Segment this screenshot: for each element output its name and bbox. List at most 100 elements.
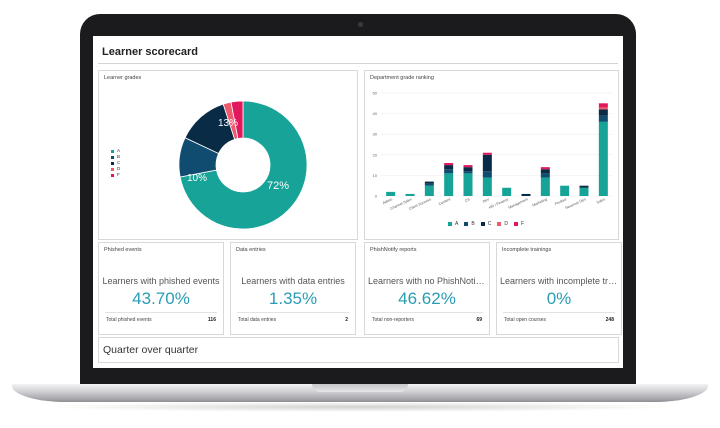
bar-segment-B[interactable] [540,173,550,178]
donut-slice-A[interactable] [179,100,308,230]
donut-slice-F[interactable] [230,100,244,139]
x-tick-label: Management [508,197,529,209]
page-title: Learner scorecard [102,46,198,58]
bar-segment-C[interactable] [482,154,492,172]
y-tick-label: 30 [373,132,378,137]
department-ranking-panel: Department grade ranking 0 10 20 30 40 50 Admi… [364,70,619,240]
bar-legend-item[interactable]: C [480,221,492,227]
x-tick-label: Product [554,197,567,206]
card-title: Phished events [104,247,142,253]
donut-data-label: 3% [256,99,262,104]
grade-legend-item[interactable]: D [111,166,120,172]
bar-segment-D[interactable] [598,107,608,110]
bar-segment-F[interactable] [444,163,454,166]
grade-legend-item[interactable]: F [111,172,120,178]
donut-data-label: 72% [267,180,289,192]
bar-segment-C[interactable] [463,167,473,172]
bar-legend-item[interactable]: A [448,221,458,227]
card-footer-label: Total data entries [238,317,277,323]
card-title: PhishNotify reports [370,247,417,253]
card-value: 1.35% [268,289,318,308]
bar-segment-A[interactable] [560,185,570,196]
bar-legend-item[interactable]: F [513,221,524,227]
incomplete-trainings-card[interactable]: Incomplete trainings Learners with incom… [496,242,622,335]
card-subtitle: Learners with data entries [241,276,345,286]
card-footer-label: Total non-reporters [372,317,414,323]
legend-label: B [471,221,475,227]
bar-segment-C[interactable] [598,109,608,116]
y-tick-label: 40 [373,111,378,116]
x-tick-label: CS [464,197,471,203]
bar-segment-F[interactable] [482,152,492,155]
bar-segment-C[interactable] [444,165,454,170]
legend-label: C [487,221,492,227]
x-tick-label: Client Success [409,197,432,211]
legend-swatch [480,222,485,226]
bar-segment-A[interactable] [424,185,434,196]
quarter-over-quarter-title: Quarter over quarter [103,344,199,356]
bar-segment-C[interactable] [521,193,531,196]
bar-segment-A[interactable] [482,177,492,196]
bar-segment-C[interactable] [579,185,589,188]
legend-label: F [520,221,524,227]
card-footer-value: 248 [605,317,614,323]
legend-label: C [117,160,121,165]
bar-segment-B[interactable] [598,115,608,122]
legend-swatch [111,155,114,159]
grade-legend-item[interactable]: A [111,148,120,154]
bar-segment-A[interactable] [463,173,473,196]
y-tick-label: 50 [373,91,378,96]
bar-segment-F[interactable] [540,167,550,170]
bar-segment-C[interactable] [540,169,550,174]
card-subtitle: Learners with phished events [102,276,220,286]
card-footer-label: Total open courses [504,317,546,323]
phishnotify-reports-card[interactable]: PhishNotify reports Learners with no Phi… [364,242,490,335]
legend-label: D [504,221,508,227]
donut-data-label: 13% [218,118,238,129]
bar-segment-C[interactable] [424,181,434,184]
y-tick-label: 0 [375,194,378,199]
bar-segment-A[interactable] [579,187,589,196]
bar-segment-B[interactable] [463,171,473,174]
bar-segment-A[interactable] [502,187,512,196]
bar-segment-A[interactable] [598,121,608,196]
bar-legend-item[interactable]: B [464,221,475,227]
phished-events-card[interactable]: Phished events Learners with phished eve… [98,242,224,335]
legend-swatch [111,173,114,177]
laptop-base-notch [312,384,408,392]
bar-segment-F[interactable] [463,165,473,168]
bar-segment-B[interactable] [444,169,454,174]
grade-legend-item[interactable]: B [111,154,120,160]
bar-segment-F[interactable] [598,103,608,108]
card-divider [503,312,615,313]
x-tick-label: Dev [482,197,490,203]
card-divider [237,312,349,313]
legend-swatch [513,222,518,226]
bar-segment-A[interactable] [405,193,415,196]
bar-segment-A[interactable] [540,177,550,196]
learner-grades-title: Learner grades [104,75,142,81]
y-tick-label: 10 [373,173,378,178]
legend-swatch [111,161,114,165]
x-tick-label: HR / Finance [488,197,509,209]
grade-legend-item[interactable]: C [111,160,120,166]
bar-segment-A[interactable] [386,191,396,196]
legend-label: D [117,166,121,171]
bar-legend-item[interactable]: D [497,221,508,227]
bar-segment-B[interactable] [424,183,434,186]
quarter-over-quarter-panel[interactable]: Quarter over quarter [98,337,619,363]
camera-icon [358,22,363,27]
card-value: 0% [546,289,572,308]
legend-swatch [497,222,502,226]
bar-segment-A[interactable] [444,173,454,196]
bar-segment-B[interactable] [482,171,492,178]
legend-label: F [117,172,120,177]
card-title: Data entries [236,247,266,253]
card-footer-value: 2 [345,317,348,323]
legend-swatch [464,222,469,226]
department-ranking-title: Department grade ranking [370,75,434,81]
data-entries-card[interactable]: Data entries Learners with data entries … [230,242,356,335]
card-footer-value: 116 [207,317,216,323]
